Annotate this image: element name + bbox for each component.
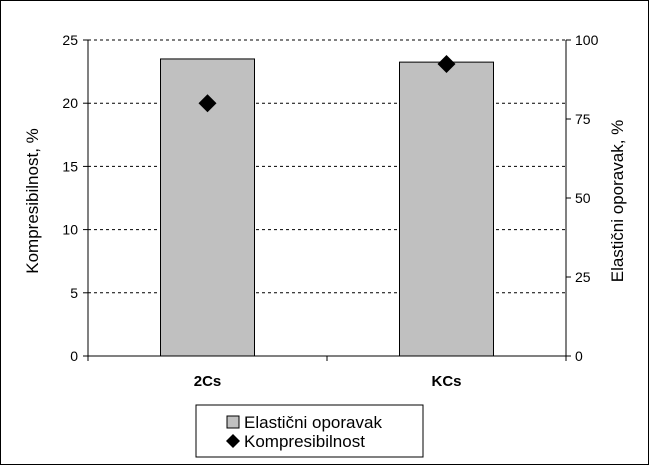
axes: [83, 39, 571, 361]
y-tick-label: 5: [70, 285, 78, 301]
legend-swatch-elasticni: [226, 415, 240, 429]
bar-elasticni-kcs: [399, 61, 494, 357]
legend-label-kompresibilnost: Kompresibilnost: [244, 432, 365, 451]
y-tick-label: 15: [62, 158, 78, 174]
legend-label-elasticni: Elastični oporavak: [244, 413, 382, 432]
y2-tick-label: 0: [575, 348, 583, 364]
y-axis-title: Kompresibilnost, %: [23, 128, 42, 274]
x-category-label-kcs: KCs: [431, 373, 461, 390]
marker-kompresibilnost-2cs: [198, 94, 217, 113]
y-tick-label: 20: [62, 95, 78, 111]
marker-kompresibilnost-kcs: [437, 55, 456, 74]
y2-tick-label: 25: [575, 269, 591, 285]
y2-tick-label: 75: [575, 111, 591, 127]
y-tick-label: 0: [70, 348, 78, 364]
y2-tick-label: 50: [575, 190, 591, 206]
legend: Elastični oporavak Kompresibilnost: [195, 404, 424, 458]
legend-box: [195, 404, 424, 458]
x-category-label-2cs: 2Cs: [194, 373, 222, 390]
y2-tick-label: 100: [575, 32, 599, 48]
tick-labels: 0 5 10 15 20 25 0 25 50 75 100 2Cs KCs: [62, 32, 598, 390]
legend-diamond-icon: [226, 434, 240, 448]
y-tick-label: 25: [62, 32, 78, 48]
markers: [198, 55, 456, 113]
y2-axis-title: Elastični oporavak, %: [608, 120, 627, 283]
y-tick-label: 10: [62, 222, 78, 238]
